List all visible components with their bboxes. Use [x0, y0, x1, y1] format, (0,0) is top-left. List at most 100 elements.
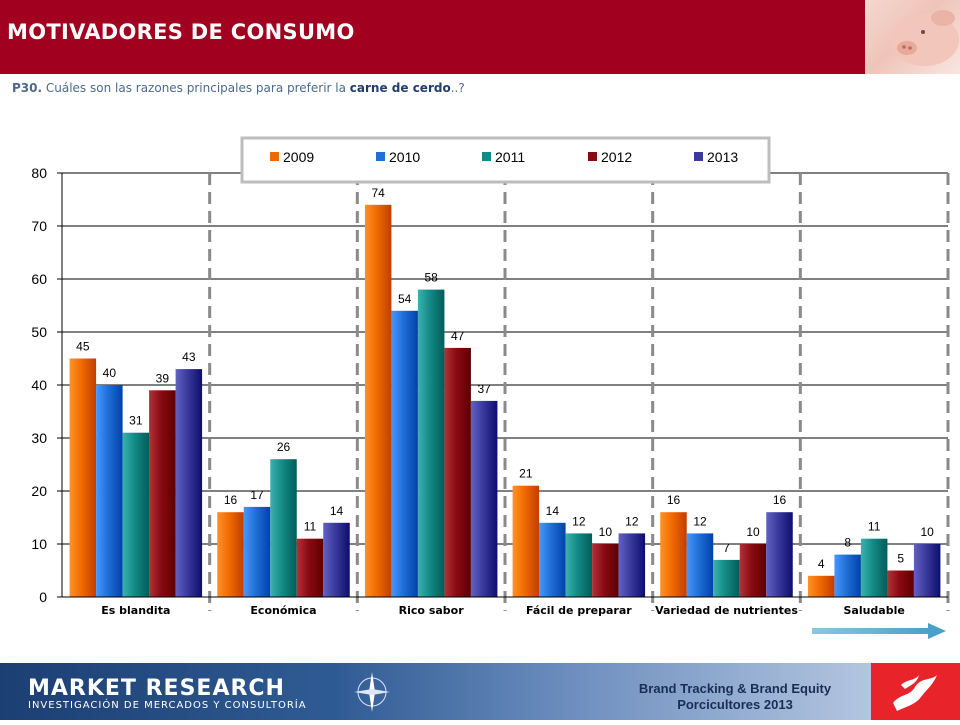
- data-label: 17: [250, 488, 264, 502]
- bar-2010-5: [834, 554, 861, 597]
- bar-2009-2: [364, 204, 392, 598]
- bar-2013-1: [323, 522, 350, 597]
- footer-bar: [0, 663, 960, 720]
- question-text-after: ..?: [450, 81, 465, 95]
- question-text: P30. Cuáles son las razones principales …: [12, 81, 465, 95]
- bar-2013-4: [766, 512, 793, 597]
- y-tick-label: 0: [39, 589, 47, 605]
- data-label: 39: [156, 371, 170, 385]
- legend-label-2009: 2009: [283, 149, 314, 165]
- data-label: 40: [103, 366, 117, 380]
- category-label: Variedad de nutrientes: [655, 604, 798, 617]
- data-label: 12: [625, 514, 639, 528]
- bar-2011-3: [565, 533, 593, 597]
- bar-2010-4: [686, 533, 714, 597]
- category-label: Es blandita: [101, 604, 170, 617]
- data-label: 11: [868, 520, 881, 534]
- legend-swatch-2010: [376, 152, 385, 161]
- legend-label-2011: 2011: [495, 149, 525, 165]
- data-label: 16: [224, 493, 238, 507]
- y-tick-label: 10: [31, 536, 47, 552]
- bar-2009-0: [69, 358, 97, 597]
- category-label: Rico sabor: [399, 604, 465, 617]
- data-label: 31: [129, 414, 143, 428]
- bar-2012-3: [592, 544, 619, 597]
- bar-2013-2: [470, 400, 498, 597]
- bar-2012-0: [149, 390, 176, 597]
- data-label: 43: [182, 350, 196, 364]
- data-label: 14: [330, 504, 344, 518]
- y-tick-label: 60: [31, 271, 47, 287]
- data-label: 37: [477, 382, 491, 396]
- data-label: 47: [451, 329, 465, 343]
- bar-2011-0: [122, 432, 150, 597]
- legend-swatch-2011: [482, 152, 491, 161]
- bar-2013-3: [618, 533, 646, 597]
- question-text-before: Cuáles son las razones principales para …: [42, 81, 350, 95]
- data-label: 14: [546, 504, 560, 518]
- data-label: 16: [773, 493, 787, 507]
- category-label: Fácil de preparar: [526, 604, 632, 617]
- data-label: 26: [277, 440, 291, 454]
- bar-2010-2: [391, 310, 418, 597]
- bar-2013-0: [175, 369, 203, 597]
- question-code: P30.: [12, 81, 43, 95]
- legend-swatch-2009: [270, 152, 279, 161]
- category-label: Económica: [250, 604, 316, 617]
- data-label: 5: [897, 552, 904, 566]
- data-label: 10: [746, 525, 760, 539]
- data-label: 12: [572, 514, 586, 528]
- bar-2010-0: [96, 385, 123, 597]
- bar-2011-4: [713, 559, 740, 597]
- data-label: 16: [667, 493, 681, 507]
- legend-box: [240, 136, 771, 184]
- bar-2009-3: [512, 485, 540, 597]
- category-label: Saludable: [843, 604, 904, 617]
- data-label: 10: [920, 525, 934, 539]
- y-tick-label: 70: [31, 218, 47, 234]
- data-label: 45: [76, 340, 90, 354]
- y-tick-label: 40: [31, 377, 47, 393]
- brand-name: MARKET RESEARCH: [28, 676, 285, 701]
- bar-2013-5: [913, 544, 941, 597]
- header-bar: [0, 0, 865, 74]
- bar-2011-1: [270, 459, 297, 597]
- brand-subtitle: INVESTIGACIÓN DE MERCADOS Y CONSULTORÍA: [28, 700, 307, 711]
- bar-2010-3: [539, 522, 566, 597]
- legend-swatch-2013: [694, 152, 703, 161]
- next-arrow-icon[interactable]: [810, 621, 950, 641]
- data-label: 8: [844, 536, 851, 550]
- y-tick-label: 30: [31, 430, 47, 446]
- red-logo-icon: [871, 663, 960, 720]
- data-label: 74: [371, 186, 385, 200]
- pig-photo: [865, 0, 960, 74]
- bar-2012-2: [444, 347, 471, 597]
- data-label: 11: [304, 520, 317, 534]
- bar-2012-1: [296, 538, 324, 597]
- y-tick-label: 50: [31, 324, 47, 340]
- bar-2011-5: [860, 538, 888, 597]
- footer-caption: Brand Tracking & Brand Equity Porciculto…: [600, 681, 870, 713]
- y-tick-label: 80: [31, 165, 47, 181]
- bar-2012-4: [739, 544, 767, 597]
- data-label: 12: [693, 514, 707, 528]
- pig-icon: [891, 10, 959, 66]
- data-label: 54: [398, 292, 412, 306]
- legend-label-2013: 2013: [707, 149, 738, 165]
- data-label: 58: [424, 271, 438, 285]
- y-tick-label: 20: [31, 483, 47, 499]
- bar-2009-5: [807, 575, 835, 597]
- compass-rose-icon: [354, 672, 390, 712]
- data-label: 10: [599, 525, 613, 539]
- legend-swatch-2012: [588, 152, 597, 161]
- footer-line-2: Porcicultores 2013: [677, 697, 793, 712]
- page-title: MOTIVADORES DE CONSUMO: [7, 20, 355, 44]
- data-label: 4: [818, 557, 825, 571]
- legend-label-2010: 2010: [389, 149, 420, 165]
- bar-2010-1: [243, 506, 271, 597]
- footer-line-1: Brand Tracking & Brand Equity: [638, 681, 832, 696]
- bar-2012-5: [887, 570, 914, 597]
- legend-label-2012: 2012: [601, 149, 632, 165]
- bar-2009-4: [660, 512, 687, 597]
